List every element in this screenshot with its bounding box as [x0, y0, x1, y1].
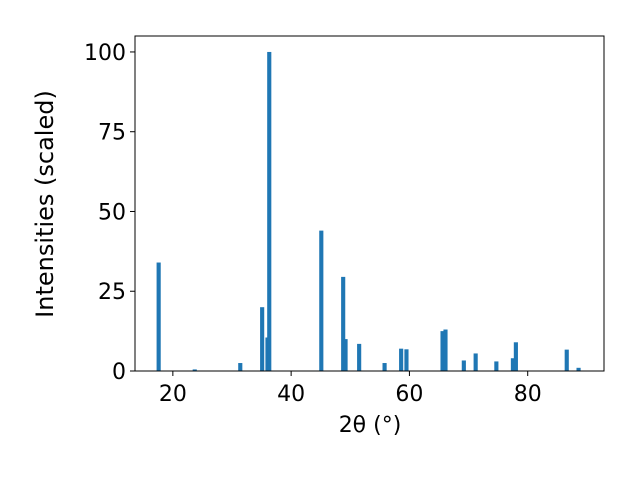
x-tick-label: 80: [514, 382, 542, 407]
bar: [156, 262, 161, 371]
bar: [510, 358, 515, 371]
bar: [461, 360, 466, 371]
y-tick-label: 75: [98, 121, 126, 146]
bar: [440, 331, 445, 371]
bar: [319, 230, 324, 371]
y-tick-label: 25: [98, 280, 126, 305]
x-tick-label: 40: [277, 382, 305, 407]
bar: [357, 343, 362, 371]
plot-frame: [134, 35, 605, 372]
bar: [238, 363, 243, 371]
bar: [564, 349, 569, 371]
bar: [513, 342, 518, 371]
x-tick-label: 20: [159, 382, 187, 407]
bar: [576, 367, 581, 371]
bar: [443, 329, 448, 371]
bar: [343, 339, 348, 371]
y-axis-label: Intensities (scaled): [31, 90, 59, 318]
bar: [399, 348, 404, 371]
bar: [260, 307, 265, 371]
bar: [192, 369, 197, 371]
bar: [494, 361, 499, 371]
bar: [473, 353, 478, 371]
bar: [382, 363, 387, 371]
x-axis-label: 2θ (°): [339, 413, 402, 438]
bar: [341, 276, 346, 371]
y-tick-label: 0: [112, 360, 126, 385]
y-tick-label: 100: [84, 41, 126, 66]
bar: [404, 349, 409, 371]
x-tick-label: 60: [395, 382, 423, 407]
y-tick-label: 50: [98, 200, 126, 225]
bar: [267, 51, 272, 371]
